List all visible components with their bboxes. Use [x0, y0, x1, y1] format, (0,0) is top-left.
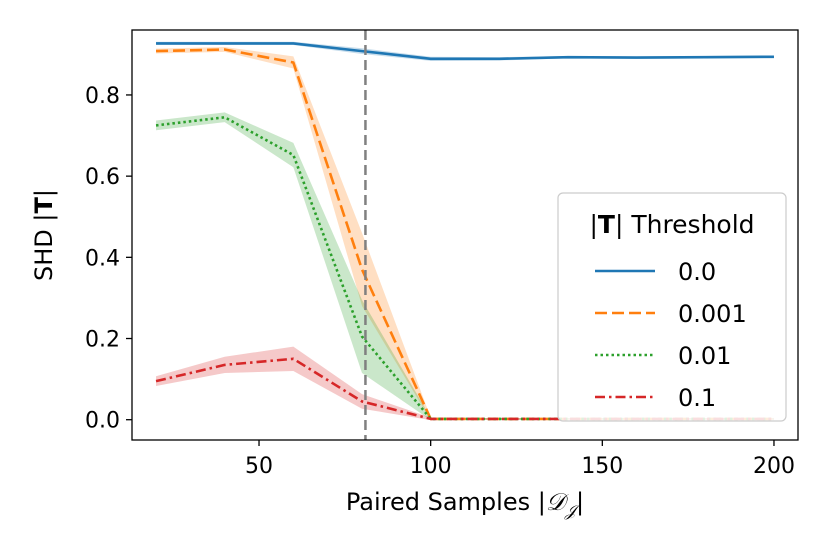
- band-series-4: [156, 346, 774, 421]
- y-tick-label: 0.2: [85, 328, 120, 353]
- legend-label-2: 0.001: [678, 300, 747, 328]
- band-series-3: [156, 112, 774, 421]
- legend-title: |T| Threshold: [589, 210, 754, 239]
- x-tick-label: 50: [245, 454, 273, 479]
- y-axis-ticks: 0.0 0.2 0.4 0.6 0.8: [85, 84, 132, 434]
- y-tick-label: 0.8: [85, 84, 120, 109]
- line-series-4: [155, 357, 774, 421]
- line-series-1: [156, 42, 774, 61]
- plot-frame: [131, 29, 799, 441]
- legend-box: [557, 192, 787, 422]
- line-series-2: [155, 48, 774, 421]
- legend: |T| Threshold 0.0 0.001 0.01 0.1: [557, 192, 787, 422]
- x-tick-label: 150: [581, 454, 623, 479]
- x-axis-ticks: 50 100 150 200: [245, 440, 795, 479]
- legend-label-1: 0.0: [678, 258, 716, 286]
- x-tick-label: 200: [753, 454, 795, 479]
- legend-label-3: 0.01: [678, 342, 731, 370]
- x-tick-label: 100: [410, 454, 452, 479]
- legend-label-4: 0.1: [678, 384, 716, 412]
- y-tick-label: 0.6: [85, 165, 120, 190]
- y-tick-label: 0.0: [85, 409, 120, 434]
- legend-entries: 0.0 0.001 0.01 0.1: [595, 258, 747, 412]
- y-axis-label: SHD |T|: [30, 189, 58, 281]
- x-axis-label: Paired Samples |𝒟𝒥|: [346, 488, 584, 520]
- y-tick-label: 0.4: [85, 246, 120, 271]
